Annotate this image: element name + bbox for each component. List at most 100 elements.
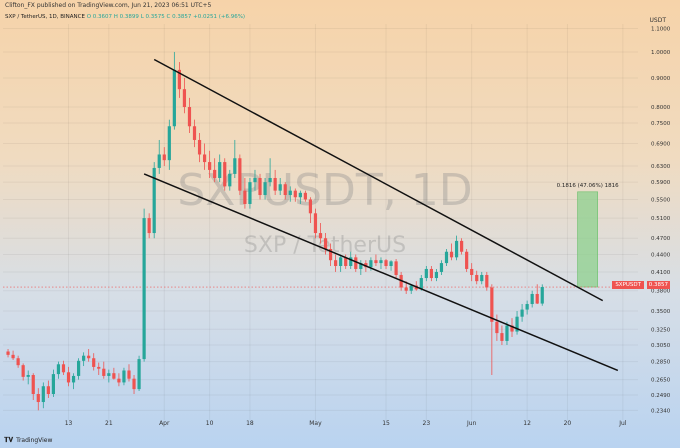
candle-body bbox=[26, 375, 30, 377]
candle-body bbox=[228, 173, 232, 187]
candle-body bbox=[298, 192, 302, 198]
channel-line bbox=[143, 173, 619, 372]
candle-body bbox=[449, 251, 454, 258]
candle-body bbox=[419, 278, 423, 290]
candle-body bbox=[540, 287, 544, 304]
candle-body bbox=[223, 162, 227, 187]
ohlc-close: C 0.3857 bbox=[166, 14, 192, 20]
y-axis[interactable]: 1.1000 1.0000 0.9000 0.8000 0.7500 0.6900 0.63… bbox=[651, 26, 671, 414]
measure-box[interactable]: 0.1816 (47.06%) 1816 bbox=[557, 183, 620, 288]
candle-body bbox=[328, 248, 333, 261]
y-tick-label: 0.5500 bbox=[651, 197, 671, 203]
tradingview-logo-icon: 𝐓𝐕 bbox=[4, 436, 14, 444]
candle-body bbox=[157, 154, 161, 168]
x-tick-label: May bbox=[309, 420, 322, 427]
candle-body bbox=[31, 375, 35, 395]
candle-body bbox=[520, 309, 524, 317]
currency-label: USDT bbox=[649, 17, 667, 24]
candle-body bbox=[117, 378, 121, 383]
candle-body bbox=[142, 218, 146, 360]
falling-channel[interactable] bbox=[143, 58, 619, 372]
candles[interactable] bbox=[6, 51, 544, 411]
candle-body bbox=[515, 316, 519, 332]
candle-body bbox=[21, 365, 25, 377]
symbol-legend: SXP / TetherUS, 1D, BINANCE O 0.3607 H 0… bbox=[5, 14, 245, 20]
y-tick-label: 0.2340 bbox=[651, 408, 671, 414]
candle-body bbox=[102, 368, 106, 376]
ohlc-low: L 0.3575 bbox=[140, 14, 165, 20]
candle-body bbox=[475, 274, 479, 282]
candle-body bbox=[137, 359, 141, 390]
candle-body bbox=[510, 325, 514, 332]
ohlc-open: O 0.3607 bbox=[86, 14, 113, 20]
candle-body bbox=[339, 257, 343, 267]
candle-body bbox=[202, 154, 207, 163]
candle-body bbox=[162, 154, 166, 161]
last-price-symbol-tag: SXPUSDT bbox=[612, 281, 644, 289]
y-tick-label: 1.1000 bbox=[651, 26, 671, 32]
y-tick-label: 0.4700 bbox=[651, 236, 671, 242]
candle-body bbox=[238, 158, 242, 191]
candle-body bbox=[61, 364, 66, 373]
candle-body bbox=[490, 287, 494, 322]
candle-body bbox=[470, 268, 474, 275]
candle-body bbox=[308, 199, 313, 214]
candle-body bbox=[107, 373, 111, 376]
candle-body bbox=[283, 184, 287, 196]
candle-body bbox=[439, 263, 444, 272]
candle-body bbox=[6, 351, 10, 355]
symbol-name: SXP / TetherUS, 1D, BINANCE bbox=[5, 14, 85, 20]
candle-body bbox=[530, 293, 534, 305]
candle-body bbox=[444, 251, 449, 264]
candle-body bbox=[172, 69, 176, 127]
candle-body bbox=[495, 321, 499, 334]
candle-body bbox=[208, 162, 212, 170]
candle-body bbox=[56, 364, 61, 375]
x-tick-label: 23 bbox=[423, 420, 431, 427]
candle-body bbox=[122, 370, 126, 383]
y-tick-label: 0.3050 bbox=[651, 343, 671, 349]
candle-body bbox=[66, 372, 71, 383]
x-tick-label: Jul bbox=[618, 420, 627, 427]
candle-body bbox=[454, 240, 459, 258]
y-tick-label: 0.6900 bbox=[651, 142, 671, 148]
x-tick-label: 15 bbox=[382, 420, 390, 427]
candle-body bbox=[505, 325, 509, 341]
y-tick-label: 0.3500 bbox=[651, 309, 671, 315]
candle-body bbox=[273, 177, 277, 191]
candle-body bbox=[253, 177, 257, 183]
x-tick-label: Jun bbox=[466, 420, 477, 427]
x-tick-label: 13 bbox=[65, 420, 73, 427]
candle-body bbox=[303, 192, 307, 200]
x-tick-label: 10 bbox=[206, 420, 214, 427]
y-tick-label: 0.3250 bbox=[651, 327, 671, 333]
candle-body bbox=[293, 190, 297, 198]
candle-body bbox=[182, 89, 187, 108]
y-tick-label: 0.3800 bbox=[651, 289, 671, 295]
candle-body bbox=[263, 182, 267, 196]
candle-body bbox=[11, 354, 15, 359]
candle-body bbox=[258, 177, 262, 196]
measure-rect bbox=[577, 191, 598, 288]
y-tick-label: 0.9000 bbox=[651, 76, 671, 82]
candle-body bbox=[218, 162, 222, 178]
x-axis[interactable]: 13 21 Apr 10 18 May 15 23 Jun 12 20 Jul bbox=[65, 420, 627, 427]
candle-body bbox=[46, 386, 50, 395]
candle-body bbox=[152, 167, 156, 234]
candle-body bbox=[278, 184, 282, 191]
candle-body bbox=[384, 260, 388, 267]
x-tick-label: 18 bbox=[246, 420, 254, 427]
candle-body bbox=[127, 370, 131, 379]
candle-body bbox=[349, 257, 353, 267]
grid bbox=[3, 24, 638, 420]
footer-brand[interactable]: 𝐓𝐕 TradingView bbox=[4, 436, 52, 445]
y-tick-label: 0.2650 bbox=[651, 378, 671, 384]
candle-body bbox=[344, 257, 348, 267]
candle-body bbox=[177, 69, 181, 90]
candle-body bbox=[92, 358, 96, 367]
channel-line bbox=[153, 58, 604, 302]
candle-body bbox=[167, 126, 171, 161]
candle-body bbox=[424, 268, 428, 279]
